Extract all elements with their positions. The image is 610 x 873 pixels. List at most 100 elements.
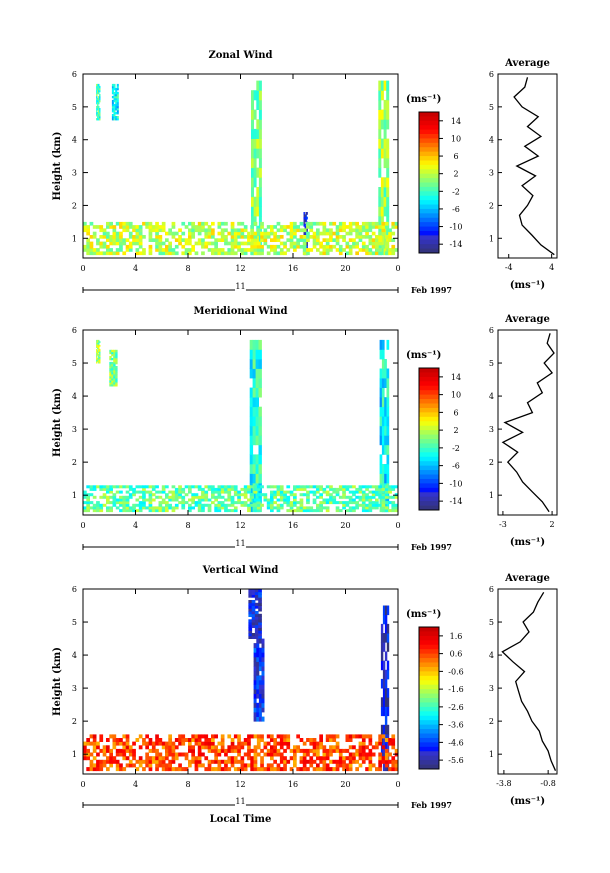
- data-cell-4: [319, 487, 323, 491]
- data-cell-3: [381, 368, 385, 379]
- data-cell-0: [254, 630, 259, 634]
- colorbar-swatch: [419, 720, 439, 726]
- data-cell-3: [240, 741, 245, 746]
- data-cell-5: [109, 221, 113, 226]
- x-tick-label: 8: [185, 264, 190, 273]
- data-cell-4: [178, 495, 182, 499]
- data-cell-4: [365, 493, 369, 497]
- data-cell-4: [224, 485, 228, 489]
- data-cell-4: [142, 490, 146, 494]
- data-cell-5: [214, 248, 218, 252]
- data-cell-5: [227, 241, 232, 246]
- data-cell-5: [355, 228, 359, 233]
- data-cell-2: [255, 425, 259, 436]
- data-cell-2: [386, 706, 390, 717]
- data-cell-1: [111, 378, 114, 381]
- data-cell-5: [371, 244, 376, 249]
- data-cell-2: [258, 473, 262, 484]
- data-cell-4: [375, 490, 379, 494]
- data-cell-3: [322, 763, 327, 768]
- data-cell-5: [270, 238, 274, 242]
- data-cell-4: [106, 490, 110, 494]
- data-cell-3: [283, 734, 287, 739]
- data-cell-0: [251, 611, 256, 615]
- data-cell-3: [233, 745, 238, 750]
- data-cell-4: [378, 90, 382, 101]
- data-cell-5: [299, 221, 304, 226]
- data-cell-3: [302, 752, 307, 757]
- data-cell-3: [381, 444, 385, 455]
- data-cell-2: [252, 406, 256, 417]
- data-cell-0: [98, 85, 100, 89]
- data-cell-1: [109, 384, 112, 387]
- data-cell-1: [261, 643, 265, 649]
- data-cell-4: [220, 503, 225, 507]
- data-cell-3: [381, 416, 385, 427]
- data-cell-5: [306, 221, 310, 226]
- data-cell-3: [165, 767, 169, 772]
- data-cell-4: [138, 503, 143, 507]
- colorbar-swatch: [419, 407, 439, 413]
- data-cell-3: [171, 748, 176, 753]
- data-cell-3: [165, 752, 169, 757]
- data-cell-5: [325, 244, 330, 249]
- data-cell-5: [391, 225, 396, 229]
- data-cell-2: [382, 697, 386, 707]
- data-cell-5: [361, 241, 366, 246]
- data-cell-3: [342, 763, 346, 768]
- data-cell-4: [197, 509, 202, 513]
- data-cell-4: [270, 501, 274, 505]
- data-cell-1: [111, 108, 114, 111]
- data-cell-4: [319, 485, 323, 489]
- data-cell-2: [255, 464, 259, 474]
- data-cell-0: [97, 105, 99, 109]
- data-cell-4: [119, 503, 123, 507]
- data-cell-2: [386, 642, 390, 652]
- colorbar-swatch: [419, 191, 439, 197]
- data-cell-0: [97, 357, 99, 360]
- data-cell-4: [316, 485, 320, 489]
- data-cell-3: [115, 748, 120, 753]
- data-cell-4: [352, 509, 356, 513]
- data-cell-4: [299, 501, 304, 505]
- data-cell-2: [251, 148, 254, 159]
- data-cell-3: [112, 734, 117, 739]
- data-cell-4: [86, 493, 90, 497]
- data-cell-4: [378, 187, 382, 198]
- data-cell-5: [211, 248, 215, 252]
- data-cell-0: [99, 350, 101, 352]
- data-cell-3: [332, 734, 337, 739]
- data-cell-4: [279, 490, 284, 494]
- colorbar-tick-label: -10: [450, 223, 463, 232]
- data-cell-4: [197, 501, 202, 505]
- data-cell-4: [342, 485, 346, 489]
- data-cell-5: [335, 238, 340, 242]
- data-cell-4: [217, 490, 222, 494]
- data-cell-3: [316, 767, 320, 772]
- colorbar-swatch: [419, 412, 439, 418]
- data-cell-5: [188, 221, 192, 226]
- colorbar-swatch: [419, 483, 439, 489]
- data-cell-4: [306, 501, 310, 505]
- data-cell-3: [230, 738, 235, 742]
- data-cell-2: [251, 90, 254, 101]
- data-cell-4: [243, 501, 248, 505]
- data-cell-3: [361, 745, 366, 750]
- colorbar-swatch: [419, 381, 439, 387]
- data-cell-3: [381, 756, 386, 761]
- data-cell-1: [111, 85, 114, 89]
- data-cell-2: [384, 697, 388, 707]
- data-cell-2: [253, 167, 257, 178]
- data-cell-5: [233, 241, 238, 246]
- data-cell-1: [116, 101, 119, 105]
- data-cell-3: [391, 756, 396, 761]
- data-cell-4: [86, 503, 90, 507]
- data-cell-3: [125, 734, 130, 739]
- data-cell-4: [165, 495, 169, 499]
- data-cell-2: [251, 167, 254, 178]
- data-cell-2: [258, 119, 262, 130]
- data-cell-3: [348, 763, 353, 768]
- data-cell-0: [96, 356, 98, 359]
- data-cell-3: [220, 745, 225, 750]
- data-cell-4: [276, 487, 281, 491]
